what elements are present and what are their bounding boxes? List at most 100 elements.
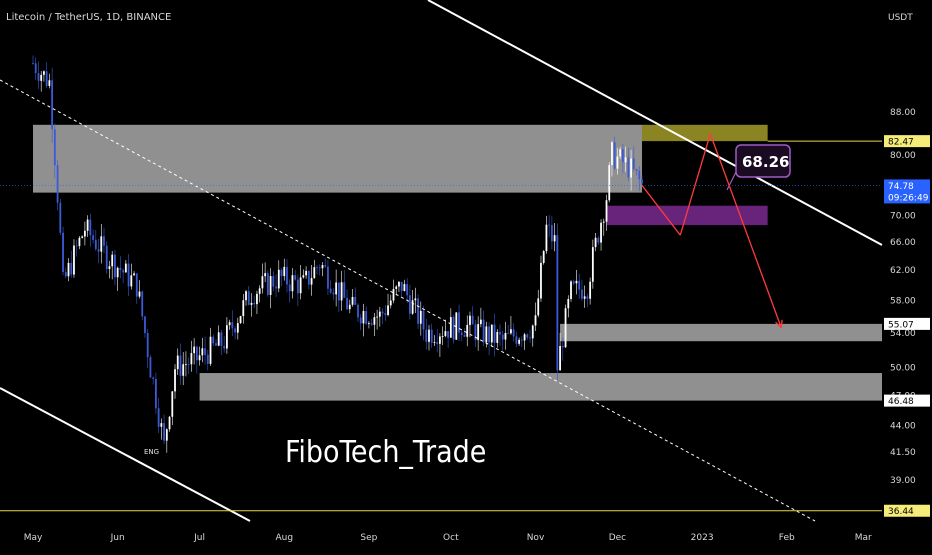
- candle-body: [316, 267, 318, 268]
- candle-body: [365, 311, 368, 324]
- candle-body: [78, 237, 81, 247]
- candle-body: [417, 298, 419, 324]
- annotation-pill[interactable]: 68.26: [735, 144, 791, 178]
- candle-body: [152, 377, 155, 379]
- candle-body: [187, 364, 190, 366]
- candle-body: [466, 324, 469, 337]
- candle-body: [463, 334, 466, 337]
- candle-body: [504, 333, 507, 340]
- support-zone-upper[interactable]: [560, 323, 882, 342]
- candle-body: [589, 281, 592, 299]
- candle-body: [335, 282, 338, 295]
- candle-body: [86, 219, 89, 231]
- candle-body: [422, 310, 425, 330]
- candle-body: [408, 295, 411, 314]
- price-axis[interactable]: 88.0080.0074.0070.0066.0062.0058.0054.00…: [884, 108, 930, 517]
- candle-body: [182, 364, 185, 376]
- candle-body: [141, 291, 144, 317]
- candle-body: [550, 225, 553, 242]
- candle-body: [384, 313, 387, 315]
- candle-body: [553, 235, 556, 242]
- price-label-pill[interactable]: 46.48: [884, 394, 930, 408]
- annotation-pointer: [726, 171, 737, 191]
- time-tick-label: Mar: [855, 533, 872, 543]
- candle-body: [351, 296, 354, 305]
- candle-body: [163, 423, 165, 441]
- candle-body: [269, 276, 272, 295]
- candle-body: [499, 331, 501, 335]
- candle-body: [171, 391, 174, 417]
- projection-segment[interactable]: [679, 133, 711, 236]
- candle-body: [288, 284, 291, 292]
- time-tick-label: Jun: [110, 533, 125, 543]
- candle-body: [479, 319, 482, 325]
- candle-body: [512, 329, 515, 337]
- candle-body: [45, 71, 48, 86]
- candle-body: [362, 311, 365, 324]
- candle-body: [83, 230, 86, 237]
- candle-body: [64, 272, 67, 277]
- candle-body: [561, 346, 564, 348]
- projection-segment[interactable]: [641, 185, 681, 236]
- candle-body: [105, 245, 108, 269]
- price-label-pill[interactable]: 55.07: [884, 317, 930, 331]
- candle-body: [40, 74, 43, 81]
- time-tick-label: Jul: [193, 533, 205, 543]
- candle-body: [43, 71, 45, 75]
- mid-zone[interactable]: [606, 205, 768, 226]
- candle-body: [458, 312, 460, 333]
- support-zone-lower[interactable]: [199, 373, 882, 401]
- candle-body: [496, 331, 499, 343]
- candle-body: [559, 346, 561, 371]
- price-label-pill[interactable]: 36.44: [884, 504, 930, 518]
- candle-body: [165, 429, 168, 441]
- candle-body: [387, 305, 389, 315]
- candle-body: [389, 300, 392, 306]
- target-zone-top[interactable]: [642, 124, 768, 142]
- candle-body: [313, 267, 316, 279]
- candle-body: [400, 281, 403, 291]
- candle-body: [236, 323, 239, 333]
- candle-body: [619, 149, 622, 157]
- candle-body: [75, 245, 78, 247]
- candle-body: [114, 254, 116, 278]
- candle-body: [545, 224, 548, 252]
- candle-body: [245, 291, 247, 301]
- candle-body: [605, 200, 608, 222]
- time-tick-label: Oct: [443, 533, 459, 543]
- candle-body: [556, 235, 559, 371]
- candle-body: [488, 326, 490, 343]
- candle-body: [537, 298, 540, 316]
- candle-body: [570, 281, 572, 300]
- channel-lower-line[interactable]: [0, 387, 251, 522]
- channel-mid-dotted-line[interactable]: [0, 79, 816, 522]
- candle-body: [616, 156, 619, 169]
- projection-segment[interactable]: [709, 133, 782, 328]
- candle-body: [277, 269, 280, 289]
- candle-body: [247, 291, 250, 305]
- candle-body: [212, 336, 215, 344]
- candle-body: [176, 355, 179, 370]
- candle-body: [490, 324, 493, 343]
- candle-body: [217, 332, 220, 346]
- price-label-text: 82.47: [888, 138, 914, 148]
- candle-body: [436, 342, 439, 344]
- time-tick-label: May: [24, 533, 43, 543]
- channel-upper-line[interactable]: [427, 0, 883, 246]
- price-label-pill[interactable]: 82.47: [884, 135, 930, 148]
- candle-body: [239, 316, 242, 324]
- candle-body: [51, 80, 54, 130]
- candle-body: [510, 329, 512, 334]
- zones-layer: [33, 124, 882, 401]
- time-axis[interactable]: May Jun Jul Aug Sep Oct Nov Dec 2023 Feb Mar: [24, 533, 872, 543]
- candle-body: [100, 236, 103, 252]
- projection-arrowhead: [775, 321, 782, 329]
- candle-body: [130, 275, 133, 287]
- arrows-layer: [641, 133, 783, 329]
- price-tick-label: 44.00: [890, 421, 916, 431]
- candle-body: [62, 232, 64, 273]
- candle-body: [92, 235, 94, 240]
- supply-zone[interactable]: [33, 124, 643, 193]
